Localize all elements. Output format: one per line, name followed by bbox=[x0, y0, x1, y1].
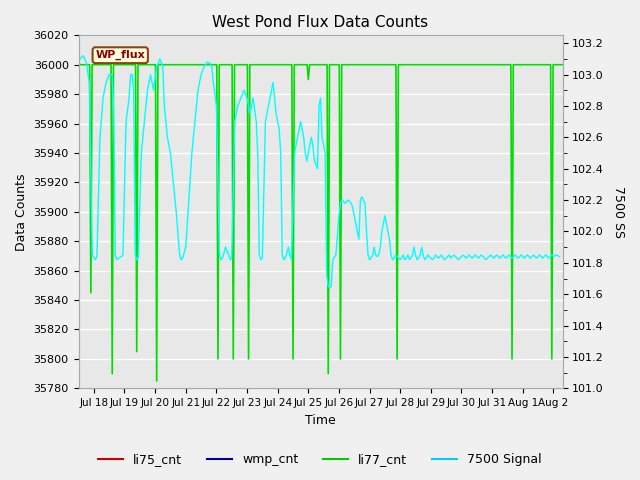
Text: WP_flux: WP_flux bbox=[95, 50, 145, 60]
X-axis label: Time: Time bbox=[305, 414, 336, 427]
Y-axis label: Data Counts: Data Counts bbox=[15, 173, 28, 251]
Legend: li75_cnt, wmp_cnt, li77_cnt, 7500 Signal: li75_cnt, wmp_cnt, li77_cnt, 7500 Signal bbox=[93, 448, 547, 471]
Y-axis label: 7500 SS: 7500 SS bbox=[612, 186, 625, 238]
Title: West Pond Flux Data Counts: West Pond Flux Data Counts bbox=[212, 15, 429, 30]
